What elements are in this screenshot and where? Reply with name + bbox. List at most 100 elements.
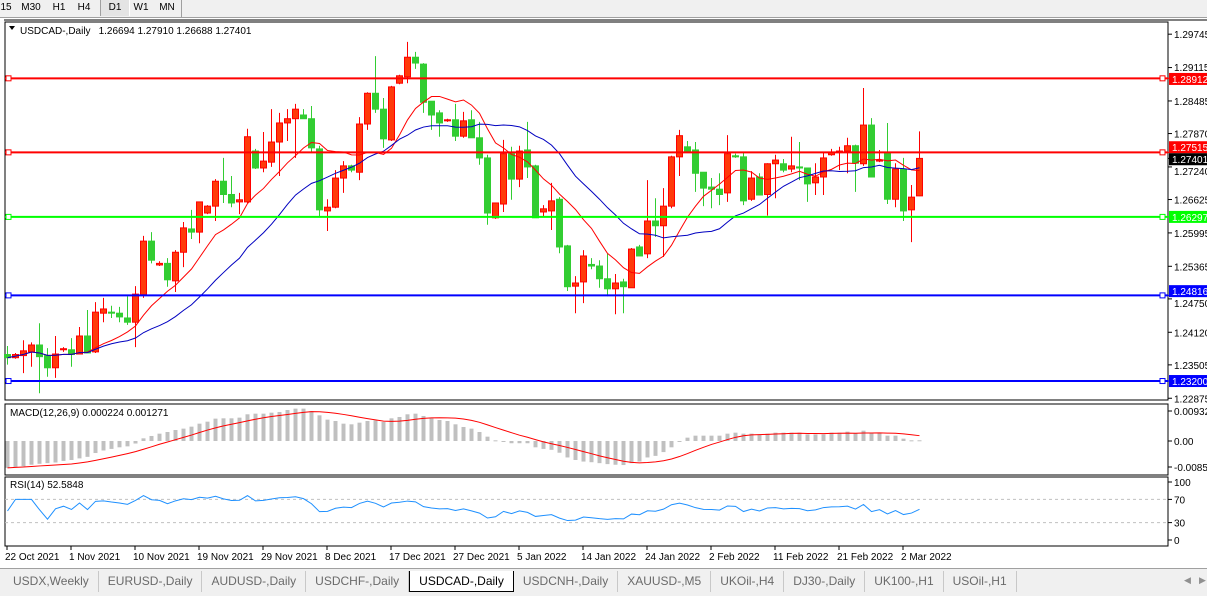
macd-histogram-bar (229, 418, 234, 441)
timeframe-d1[interactable]: D1 (100, 0, 130, 16)
level-handle-left[interactable] (5, 149, 12, 156)
macd-histogram-bar (837, 432, 842, 441)
scroll-right-icon[interactable]: ▶ (1199, 575, 1206, 585)
macd-histogram-bar (141, 438, 146, 441)
level-handle-right[interactable] (1159, 213, 1166, 220)
macd-histogram-bar (613, 441, 618, 465)
timeframe-h4[interactable]: H4 (77, 2, 91, 13)
level-handle-right[interactable] (1159, 149, 1166, 156)
macd-histogram-bar (69, 441, 74, 460)
candle-body (604, 278, 611, 290)
macd-histogram-bar (725, 433, 730, 441)
timeframe-m30[interactable]: M30 (21, 2, 41, 13)
macd-histogram-bar (461, 426, 466, 441)
candle-body (60, 348, 67, 351)
rsi-tick-label: 0 (1174, 536, 1180, 547)
macd-histogram-bar (861, 430, 866, 441)
timeframe-toolbar: 15 M30 H1 H4 D1 W1 MN (0, 0, 1207, 18)
scroll-left-icon[interactable]: ◀ (1184, 575, 1191, 585)
candle-body (260, 160, 267, 169)
macd-histogram-bar (677, 441, 682, 442)
candle-body (84, 335, 91, 354)
candle-body (452, 119, 459, 137)
price-tick-label: 1.27240 (1174, 167, 1207, 178)
candle-body (76, 335, 83, 355)
macd-histogram-bar (853, 433, 858, 441)
candle-body (220, 180, 227, 195)
candle-body (204, 205, 211, 214)
level-handle-right[interactable] (1159, 292, 1166, 299)
chart-tab[interactable]: USOil-,H1 (944, 571, 1017, 592)
level-handle-right[interactable] (1159, 378, 1166, 385)
candle-body (900, 168, 907, 212)
candle-body (460, 120, 467, 137)
macd-tick-label: -0.00852 (1174, 463, 1207, 474)
current-price-badge (1169, 153, 1207, 166)
candle (276, 112, 283, 176)
chart-tab[interactable]: AUDUSD-,Daily (202, 571, 307, 592)
level-handle-left[interactable] (5, 75, 12, 82)
candle-body (108, 311, 115, 314)
macd-histogram-bar (277, 411, 282, 441)
chart-tab[interactable]: XAUUSD-,M5 (618, 571, 712, 592)
candle-body (284, 118, 291, 124)
candle (140, 235, 147, 298)
candle (404, 41, 411, 84)
collapse-triangle-icon[interactable] (9, 26, 15, 30)
macd-histogram-bar (189, 426, 194, 441)
candle (228, 175, 235, 208)
candle (588, 258, 595, 270)
candle-body (356, 123, 363, 173)
candle-body (596, 265, 603, 280)
macd-pane[interactable] (4, 403, 1169, 476)
candle (284, 109, 291, 141)
macd-histogram-bar (669, 441, 674, 448)
candle (580, 250, 587, 304)
candle-body (644, 220, 651, 255)
price-tick-label: 1.29115 (1174, 63, 1207, 74)
candle-body (676, 135, 683, 158)
macd-histogram-bar (317, 415, 322, 441)
chart-tab[interactable]: UKOil-,H4 (711, 571, 785, 592)
macd-histogram-bar (797, 432, 802, 441)
macd-histogram-bar (469, 428, 474, 441)
chart-tab[interactable]: EURUSD-,Daily (99, 571, 203, 592)
candle-body (724, 153, 731, 194)
date-axis-label: 2 Feb 2022 (709, 552, 760, 563)
level-price-label: 1.27515 (1172, 143, 1207, 154)
level-handle-left[interactable] (5, 213, 12, 220)
candle-body (908, 196, 915, 211)
macd-histogram-bar (101, 441, 106, 451)
chart-tab[interactable]: USDX,Weekly (4, 571, 99, 592)
date-axis-label: 22 Oct 2021 (5, 552, 60, 563)
date-axis-label: 8 Dec 2021 (325, 552, 377, 563)
chart-tab[interactable]: USDCNH-,Daily (514, 571, 619, 592)
timeframe-w1[interactable]: W1 (133, 2, 149, 13)
level-handle-left[interactable] (5, 292, 12, 299)
chart-tab[interactable]: DJ30-,Daily (784, 571, 866, 592)
rsi-pane[interactable] (4, 476, 1169, 547)
candle-body (620, 281, 627, 288)
candle (220, 157, 227, 203)
price-tick-label: 1.25995 (1174, 229, 1207, 240)
candle-body (484, 157, 491, 214)
rsi-line (7, 495, 920, 522)
chart-tab[interactable]: UK100-,H1 (865, 571, 944, 592)
level-handle-left[interactable] (5, 378, 12, 385)
candle (108, 305, 115, 318)
candle (460, 111, 467, 138)
timeframe-15[interactable]: 15 (0, 2, 12, 13)
price-tick-label: 1.25365 (1174, 262, 1207, 273)
timeframe-mn[interactable]: MN (159, 2, 175, 13)
candle-body (564, 245, 571, 288)
candle (124, 296, 131, 325)
timeframe-h1[interactable]: H1 (52, 2, 66, 13)
macd-histogram-bar (221, 418, 226, 441)
chart-tab[interactable]: USDCAD-,Daily (409, 571, 514, 592)
macd-histogram-bar (301, 408, 306, 441)
chart-tab[interactable]: USDCHF-,Daily (306, 571, 410, 592)
level-handle-right[interactable] (1159, 75, 1166, 82)
candle-body (716, 188, 723, 195)
macd-histogram-bar (181, 428, 186, 441)
